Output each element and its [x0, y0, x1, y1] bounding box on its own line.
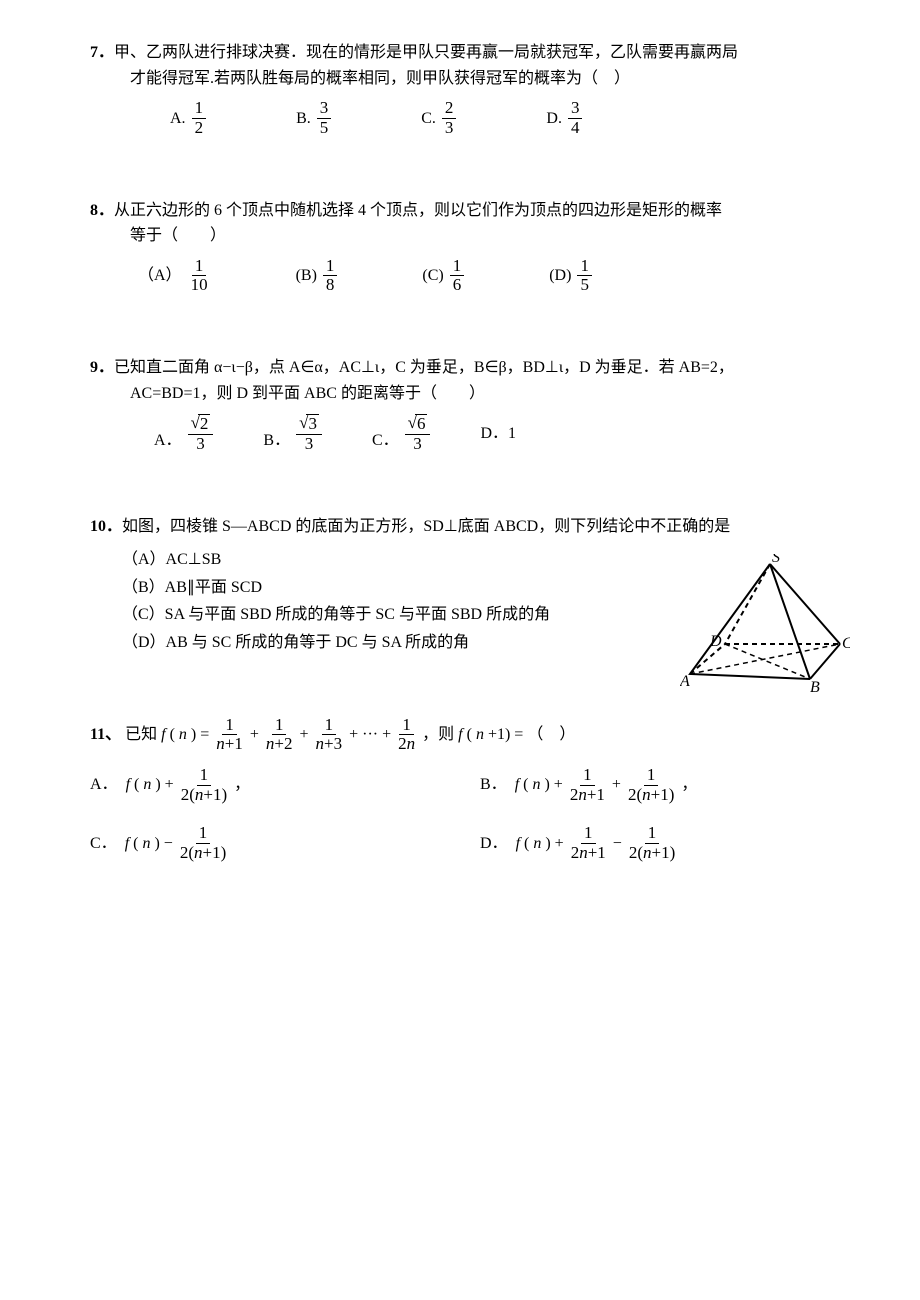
q11-opt-b: B． f(n) + 12n+1 + 12(n+1) ，: [480, 766, 830, 804]
q7-text2: 才能得冠军.若两队胜每局的概率相同，则甲队获得冠军的概率为（ ）: [90, 66, 830, 92]
q10-number: 10．: [90, 518, 122, 535]
q9-opt-b: B． 33: [263, 414, 322, 453]
q8-opt-b-label: (B): [296, 263, 317, 289]
q11-fn-def: f(n) = 1n+1 + 1n+2 + 1n+3 + ··· + 12n: [161, 716, 418, 754]
q11-options: A． f(n) + 12(n+1) ， B． f(n) + 12n+1 + 12…: [90, 766, 830, 863]
q11-post: （ ）: [527, 722, 575, 748]
svg-text:D: D: [709, 633, 722, 650]
q11-stem: 11、 已知 f(n) = 1n+1 + 1n+2 + 1n+3 + ··· +…: [90, 716, 830, 754]
q9-opt-d: D．1: [480, 421, 516, 447]
q11-opt-d-label: D．: [480, 831, 508, 857]
pyramid-icon: S A B C D: [680, 554, 850, 694]
q10-stem: 10．如图，四棱锥 S—ABCD 的底面为正方形，SD⊥底面 ABCD，则下列结…: [90, 514, 830, 540]
q8-opt-b: (B) 18: [296, 257, 338, 295]
q7-opt-b: B. 35: [296, 99, 331, 137]
q8-opt-a-frac: 110: [188, 257, 211, 295]
q11-opt-d: D． f(n) + 12n+1 − 12(n+1): [480, 824, 830, 862]
q11-mid: ，则: [422, 722, 454, 748]
q9-opt-d-label: D．1: [480, 421, 516, 447]
q7-number: 7．: [90, 44, 114, 61]
q8-text2: 等于（ ）: [90, 223, 830, 249]
q10-figure: S A B C D: [680, 554, 850, 703]
q11-pre: 已知: [125, 722, 157, 748]
q9-opt-a: A． 23: [154, 414, 213, 453]
q7-opt-d-frac: 34: [568, 99, 583, 137]
svg-text:C: C: [842, 635, 850, 652]
q11-number: 11、: [90, 722, 121, 748]
q7-opt-c: C. 23: [421, 99, 456, 137]
q8-text1: 从正六边形的 6 个顶点中随机选择 4 个顶点，则以它们作为顶点的四边形是矩形的…: [114, 202, 722, 219]
q11-fn1: f(n+1) =: [458, 722, 523, 748]
q11-opt-a: A． f(n) + 12(n+1) ，: [90, 766, 440, 804]
q7-opt-a-label: A.: [170, 106, 186, 132]
q8-opt-c-frac: 16: [450, 257, 465, 295]
question-7: 7．甲、乙两队进行排球决赛．现在的情形是甲队只要再赢一局就获冠军，乙队需要再赢两…: [90, 40, 830, 138]
q8-opt-a: （A） 110: [138, 257, 211, 295]
q11-opt-a-label: A．: [90, 772, 118, 798]
q9-options: A． 23 B． 33 C． 63 D．1: [90, 414, 830, 453]
q7-stem: 7．甲、乙两队进行排球决赛．现在的情形是甲队只要再赢一局就获冠军，乙队需要再赢两…: [90, 40, 830, 91]
q11-opt-b-label: B．: [480, 772, 507, 798]
question-8: 8．从正六边形的 6 个顶点中随机选择 4 个顶点，则以它们作为顶点的四边形是矩…: [90, 198, 830, 296]
q9-stem: 9．已知直二面角 α−ι−β，点 A∈α，AC⊥ι，C 为垂足，B∈β，BD⊥ι…: [90, 355, 830, 406]
q7-text1: 甲、乙两队进行排球决赛．现在的情形是甲队只要再赢一局就获冠军，乙队需要再赢两局: [114, 44, 738, 61]
q8-opt-c: (C) 16: [422, 257, 464, 295]
svg-text:A: A: [680, 673, 690, 690]
q8-opt-d: (D) 15: [549, 257, 592, 295]
svg-text:B: B: [810, 679, 820, 694]
q11-opt-c-label: C．: [90, 831, 117, 857]
question-9: 9．已知直二面角 α−ι−β，点 A∈α，AC⊥ι，C 为垂足，B∈β，BD⊥ι…: [90, 355, 830, 454]
q7-opt-a: A. 12: [170, 99, 206, 137]
q8-opt-d-label: (D): [549, 263, 571, 289]
q8-options: （A） 110 (B) 18 (C) 16 (D) 15: [90, 257, 830, 295]
q10-text: 如图，四棱锥 S—ABCD 的底面为正方形，SD⊥底面 ABCD，则下列结论中不…: [122, 518, 730, 535]
q7-opt-b-label: B.: [296, 106, 311, 132]
q8-opt-a-label: （A）: [138, 263, 182, 289]
q9-opt-a-frac: 23: [188, 414, 214, 453]
q8-opt-c-label: (C): [422, 263, 443, 289]
q7-opt-c-label: C.: [421, 106, 436, 132]
q9-opt-b-frac: 33: [296, 414, 322, 453]
q7-options: A. 12 B. 35 C. 23 D. 34: [90, 99, 830, 137]
q9-opt-c-label: C．: [372, 428, 399, 454]
q9-opt-a-label: A．: [154, 428, 182, 454]
q8-opt-b-frac: 18: [323, 257, 338, 295]
q7-opt-c-frac: 23: [442, 99, 457, 137]
q9-number: 9．: [90, 359, 114, 376]
question-10: 10．如图，四棱锥 S—ABCD 的底面为正方形，SD⊥底面 ABCD，则下列结…: [90, 514, 830, 656]
q9-opt-c: C． 63: [372, 414, 431, 453]
q9-opt-b-label: B．: [263, 428, 290, 454]
q7-opt-b-frac: 35: [317, 99, 332, 137]
question-11: 11、 已知 f(n) = 1n+1 + 1n+2 + 1n+3 + ··· +…: [90, 716, 830, 863]
q7-opt-d-label: D.: [546, 106, 562, 132]
q11-opt-c: C． f(n) − 12(n+1): [90, 824, 440, 862]
q9-opt-c-frac: 63: [405, 414, 431, 453]
q9-text2: AC=BD=1，则 D 到平面 ABC 的距离等于（ ）: [90, 381, 830, 407]
q7-opt-d: D. 34: [546, 99, 582, 137]
q9-text1: 已知直二面角 α−ι−β，点 A∈α，AC⊥ι，C 为垂足，B∈β，BD⊥ι，D…: [114, 359, 734, 376]
q8-number: 8．: [90, 202, 114, 219]
q8-opt-d-frac: 15: [577, 257, 592, 295]
q8-stem: 8．从正六边形的 6 个顶点中随机选择 4 个顶点，则以它们作为顶点的四边形是矩…: [90, 198, 830, 249]
q7-opt-a-frac: 12: [192, 99, 207, 137]
svg-text:S: S: [772, 554, 780, 566]
